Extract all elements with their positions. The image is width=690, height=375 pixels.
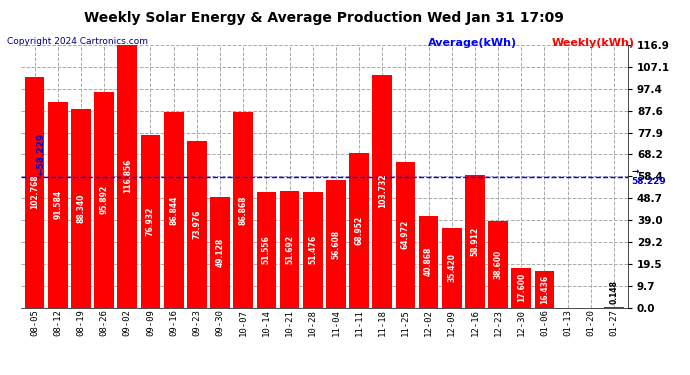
Text: 40.868: 40.868 [424, 247, 433, 276]
Text: 51.476: 51.476 [308, 235, 317, 264]
Text: Weekly Solar Energy & Average Production Wed Jan 31 17:09: Weekly Solar Energy & Average Production… [84, 11, 564, 25]
Text: 16.436: 16.436 [540, 274, 549, 304]
Text: 51.692: 51.692 [285, 235, 294, 264]
Text: Weekly(kWh): Weekly(kWh) [552, 38, 635, 48]
Bar [210, 197, 230, 308]
Bar [489, 221, 508, 308]
Text: 88.340: 88.340 [77, 194, 86, 223]
Bar [511, 268, 531, 308]
Bar [395, 162, 415, 308]
Text: 58.912: 58.912 [471, 227, 480, 256]
Text: 68.952: 68.952 [355, 216, 364, 244]
Text: 103.732: 103.732 [377, 174, 386, 208]
Bar [233, 112, 253, 308]
Text: 35.420: 35.420 [447, 253, 456, 282]
Text: →
58.229: → 58.229 [631, 167, 666, 186]
Text: 95.892: 95.892 [99, 185, 108, 214]
Text: ←58.229: ←58.229 [37, 132, 46, 174]
Bar [465, 175, 485, 308]
Bar [373, 75, 392, 308]
Bar [95, 92, 114, 308]
Text: 91.584: 91.584 [53, 190, 62, 219]
Bar [303, 192, 322, 308]
Bar [419, 216, 438, 308]
Bar [442, 228, 462, 308]
Bar [141, 135, 160, 308]
Text: 76.932: 76.932 [146, 207, 155, 236]
Text: 56.608: 56.608 [331, 230, 340, 258]
Bar [279, 191, 299, 308]
Bar [48, 102, 68, 308]
Bar [326, 180, 346, 308]
Bar [25, 77, 44, 308]
Text: 116.856: 116.856 [123, 159, 132, 194]
Text: 17.600: 17.600 [517, 273, 526, 302]
Text: 86.844: 86.844 [169, 195, 178, 225]
Text: 51.556: 51.556 [262, 235, 271, 264]
Bar [117, 45, 137, 308]
Bar [187, 141, 207, 308]
Bar [164, 112, 184, 308]
Text: Copyright 2024 Cartronics.com: Copyright 2024 Cartronics.com [7, 38, 148, 46]
Text: 102.768: 102.768 [30, 175, 39, 209]
Text: 0.148: 0.148 [609, 280, 618, 304]
Text: 86.868: 86.868 [239, 195, 248, 225]
Text: 64.972: 64.972 [401, 220, 410, 249]
Bar [535, 271, 554, 308]
Text: 73.976: 73.976 [193, 210, 201, 239]
Text: 38.600: 38.600 [493, 249, 502, 279]
Text: 49.128: 49.128 [215, 238, 224, 267]
Bar [257, 192, 276, 308]
Bar [349, 153, 369, 308]
Bar [71, 109, 91, 307]
Text: Average(kWh): Average(kWh) [428, 38, 517, 48]
